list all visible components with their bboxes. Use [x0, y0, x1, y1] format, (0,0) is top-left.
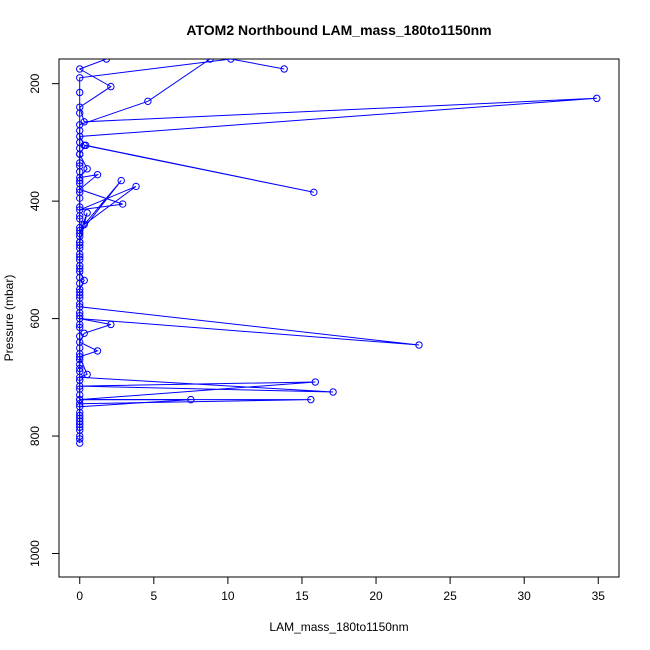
data-point: [93, 170, 102, 179]
data-point: [83, 165, 91, 173]
data-point: [93, 347, 102, 355]
data-point: [107, 320, 115, 329]
data-point: [76, 232, 84, 241]
y-tick-label: 400: [28, 191, 42, 211]
data-point: [187, 395, 195, 404]
data-point: [76, 176, 84, 185]
data-point: [76, 411, 84, 420]
data-point: [206, 59, 214, 63]
data-point: [76, 417, 84, 426]
data-point: [415, 341, 423, 349]
x-tick-label: 25: [443, 589, 457, 603]
data-point: [76, 288, 84, 296]
data-point: [76, 300, 84, 308]
data-point: [76, 432, 84, 440]
x-tick-label: 15: [295, 589, 309, 603]
data-point: [76, 144, 84, 152]
data-point: [76, 279, 84, 288]
data-point: [76, 439, 84, 447]
data-point: [132, 182, 140, 191]
data-point: [76, 323, 84, 332]
data-point: [83, 370, 91, 379]
series-0-line: [78, 59, 597, 444]
data-point: [76, 159, 84, 167]
data-point: [76, 168, 84, 176]
data-point: [144, 97, 152, 105]
data-point: [76, 88, 84, 97]
data-point: [81, 141, 90, 150]
y-axis: 200 400 600 800 1000: [28, 73, 60, 567]
data-point: [117, 176, 125, 185]
data-point: [76, 367, 84, 376]
data-point: [76, 350, 84, 358]
data-point: [76, 109, 84, 117]
data-point: [76, 423, 84, 431]
data-point: [311, 378, 319, 386]
y-tick-label: 200: [28, 73, 42, 93]
series-layer: [76, 59, 601, 447]
data-point: [280, 65, 288, 73]
data-point: [102, 59, 111, 63]
data-point: [593, 94, 601, 103]
data-point: [76, 360, 84, 369]
data-point: [76, 188, 84, 197]
y-tick-label: 1000: [28, 540, 42, 567]
data-point: [76, 74, 84, 82]
data-point: [76, 65, 84, 73]
data-point: [76, 212, 84, 220]
x-tick-label: 10: [221, 589, 235, 603]
data-point: [76, 223, 84, 232]
data-point: [227, 59, 235, 63]
x-tick-label: 30: [518, 589, 532, 603]
x-tick-label: 35: [592, 589, 606, 603]
data-point: [76, 264, 84, 273]
chart-title: ATOM2 Northbound LAM_mass_180to1150nm: [186, 22, 491, 38]
data-point: [76, 253, 84, 261]
y-axis-label: Pressure (mbar): [2, 275, 16, 362]
data-point: [76, 203, 84, 211]
data-point: [76, 391, 84, 399]
data-point: [76, 311, 84, 320]
data-point: [310, 188, 318, 197]
data-point: [329, 388, 337, 396]
plot-frame: [58, 58, 620, 578]
series-clip-group: [76, 59, 601, 447]
data-point: [307, 395, 315, 404]
data-point: [76, 241, 84, 249]
x-tick-label: 20: [369, 589, 383, 603]
x-tick-label: 0: [76, 589, 83, 603]
y-tick-label: 800: [28, 426, 42, 446]
data-point: [76, 126, 84, 135]
data-point: [83, 209, 91, 217]
x-axis: 0 5 10 15 20 25 30 35: [76, 576, 606, 603]
data-point: [107, 82, 115, 91]
data-point: [119, 200, 127, 208]
x-tick-label: 5: [150, 589, 157, 603]
x-axis-label: LAM_mass_180to1150nm: [269, 620, 408, 634]
series-1-line: [79, 59, 211, 436]
y-tick-label: 600: [28, 308, 42, 328]
